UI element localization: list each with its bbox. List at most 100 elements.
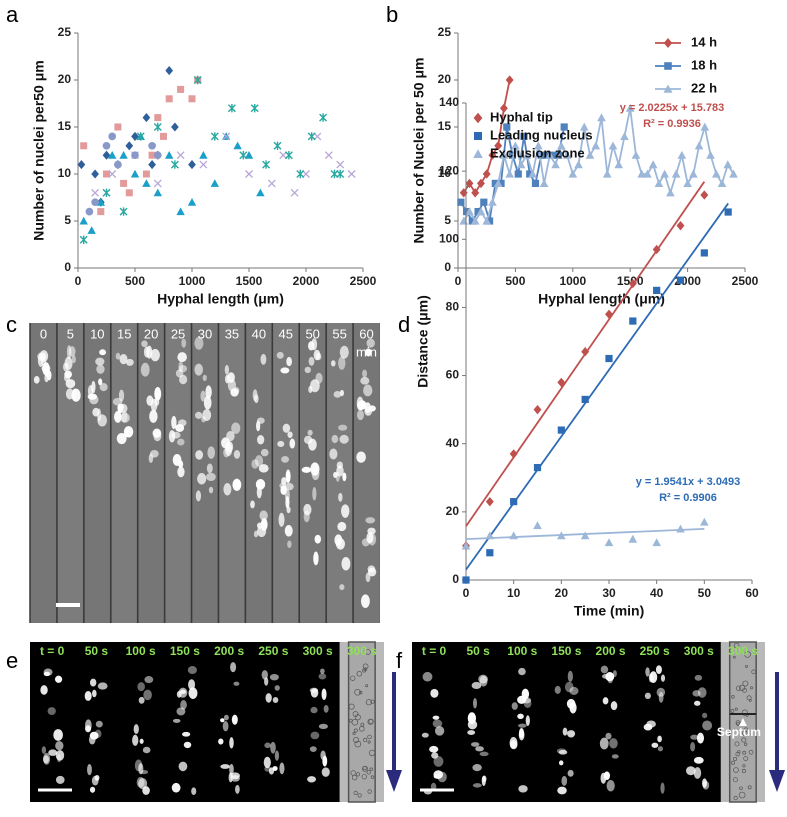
marker <box>336 160 345 169</box>
nucleus-blob <box>118 389 125 402</box>
marker <box>488 197 497 206</box>
nucleus-blob <box>321 688 327 701</box>
granule <box>356 671 363 677</box>
marker <box>148 141 156 150</box>
granule <box>734 707 738 711</box>
marker <box>663 84 673 93</box>
nucleus-blob <box>429 745 439 753</box>
granule <box>365 699 373 706</box>
marker <box>597 113 606 122</box>
nucleus-blob <box>338 424 348 431</box>
nucleus-blob <box>437 771 447 783</box>
marker <box>628 278 637 289</box>
marker <box>165 95 173 103</box>
x-tick-label: 1500 <box>236 274 263 288</box>
marker <box>153 122 162 132</box>
nucleus-blob <box>610 701 618 711</box>
marker <box>79 235 88 244</box>
image-strip <box>84 323 110 623</box>
granule <box>741 709 748 716</box>
marker <box>130 169 140 178</box>
marker <box>119 207 128 216</box>
nucleus-blob <box>366 338 375 348</box>
marker <box>666 188 675 197</box>
granule <box>367 740 371 744</box>
y-tick-label: 40 <box>446 436 460 450</box>
nucleus-blob <box>224 364 230 375</box>
nucleus-blob <box>331 434 339 444</box>
nucleus-blob <box>180 700 187 710</box>
nucleus-blob <box>366 532 374 544</box>
nucleus-blob <box>365 517 376 524</box>
marker <box>108 132 117 141</box>
marker <box>724 208 732 216</box>
granule <box>751 669 756 675</box>
marker <box>188 95 196 103</box>
nucleus-blob <box>602 697 609 705</box>
granule <box>353 728 358 733</box>
nucleus-blob <box>220 764 231 769</box>
nucleus-blob <box>175 424 185 432</box>
marker <box>557 141 566 150</box>
granule <box>730 760 735 765</box>
nucleus-blob <box>260 518 268 531</box>
trend-r2: R² = 0.9936 <box>643 118 701 130</box>
granule <box>368 718 374 725</box>
marker <box>103 170 110 178</box>
marker <box>165 151 174 159</box>
marker <box>676 220 685 231</box>
trendline <box>465 202 729 571</box>
nucleus-blob <box>231 714 238 725</box>
time-label: 300 s <box>347 644 377 658</box>
nucleus-blob <box>233 681 240 686</box>
nucleus-blob <box>153 430 162 442</box>
nucleus-blob <box>285 469 291 483</box>
nucleus-blob <box>356 409 365 421</box>
granule <box>733 795 738 801</box>
marker <box>474 132 482 140</box>
nucleus-blob <box>91 689 97 698</box>
nucleus-blob <box>434 726 445 736</box>
granule <box>353 736 360 744</box>
nucleus-blob <box>523 698 532 709</box>
nucleus-blob <box>433 774 439 779</box>
nucleus-blob <box>92 407 100 417</box>
nucleus-blob <box>97 682 108 690</box>
nucleus-blob <box>554 685 561 694</box>
marker <box>136 132 145 141</box>
marker <box>476 207 486 216</box>
nucleus-blob <box>339 345 349 359</box>
nucleus-blob <box>269 673 279 681</box>
marker <box>290 188 299 197</box>
y-tick-label: 60 <box>446 368 460 382</box>
nucleus-blob <box>150 348 160 362</box>
marker <box>302 170 310 178</box>
granule <box>733 655 736 659</box>
marker <box>193 75 202 85</box>
granule <box>357 793 362 798</box>
marker <box>505 169 514 178</box>
granule <box>362 765 368 772</box>
marker <box>233 141 242 150</box>
nucleus-blob <box>274 685 280 691</box>
nucleus-blob <box>315 352 322 361</box>
panel-label: b <box>386 2 398 27</box>
granule <box>363 667 368 672</box>
marker <box>491 179 499 187</box>
marker <box>96 198 105 206</box>
marker <box>585 150 595 159</box>
y-axis-label: Distance (μm) <box>415 295 431 388</box>
x-tick-label: 40 <box>650 586 664 600</box>
nucleus-blob <box>517 713 524 720</box>
y-tick-label: 100 <box>439 231 459 245</box>
marker <box>499 103 508 113</box>
nucleus-blob <box>612 670 617 677</box>
marker <box>643 169 652 178</box>
nucleus-blob <box>116 433 127 445</box>
nucleus-blob <box>194 363 203 376</box>
marker <box>462 576 470 584</box>
nucleus-blob <box>472 764 482 772</box>
marker <box>468 217 476 225</box>
granule <box>353 790 358 795</box>
granule <box>365 649 371 655</box>
